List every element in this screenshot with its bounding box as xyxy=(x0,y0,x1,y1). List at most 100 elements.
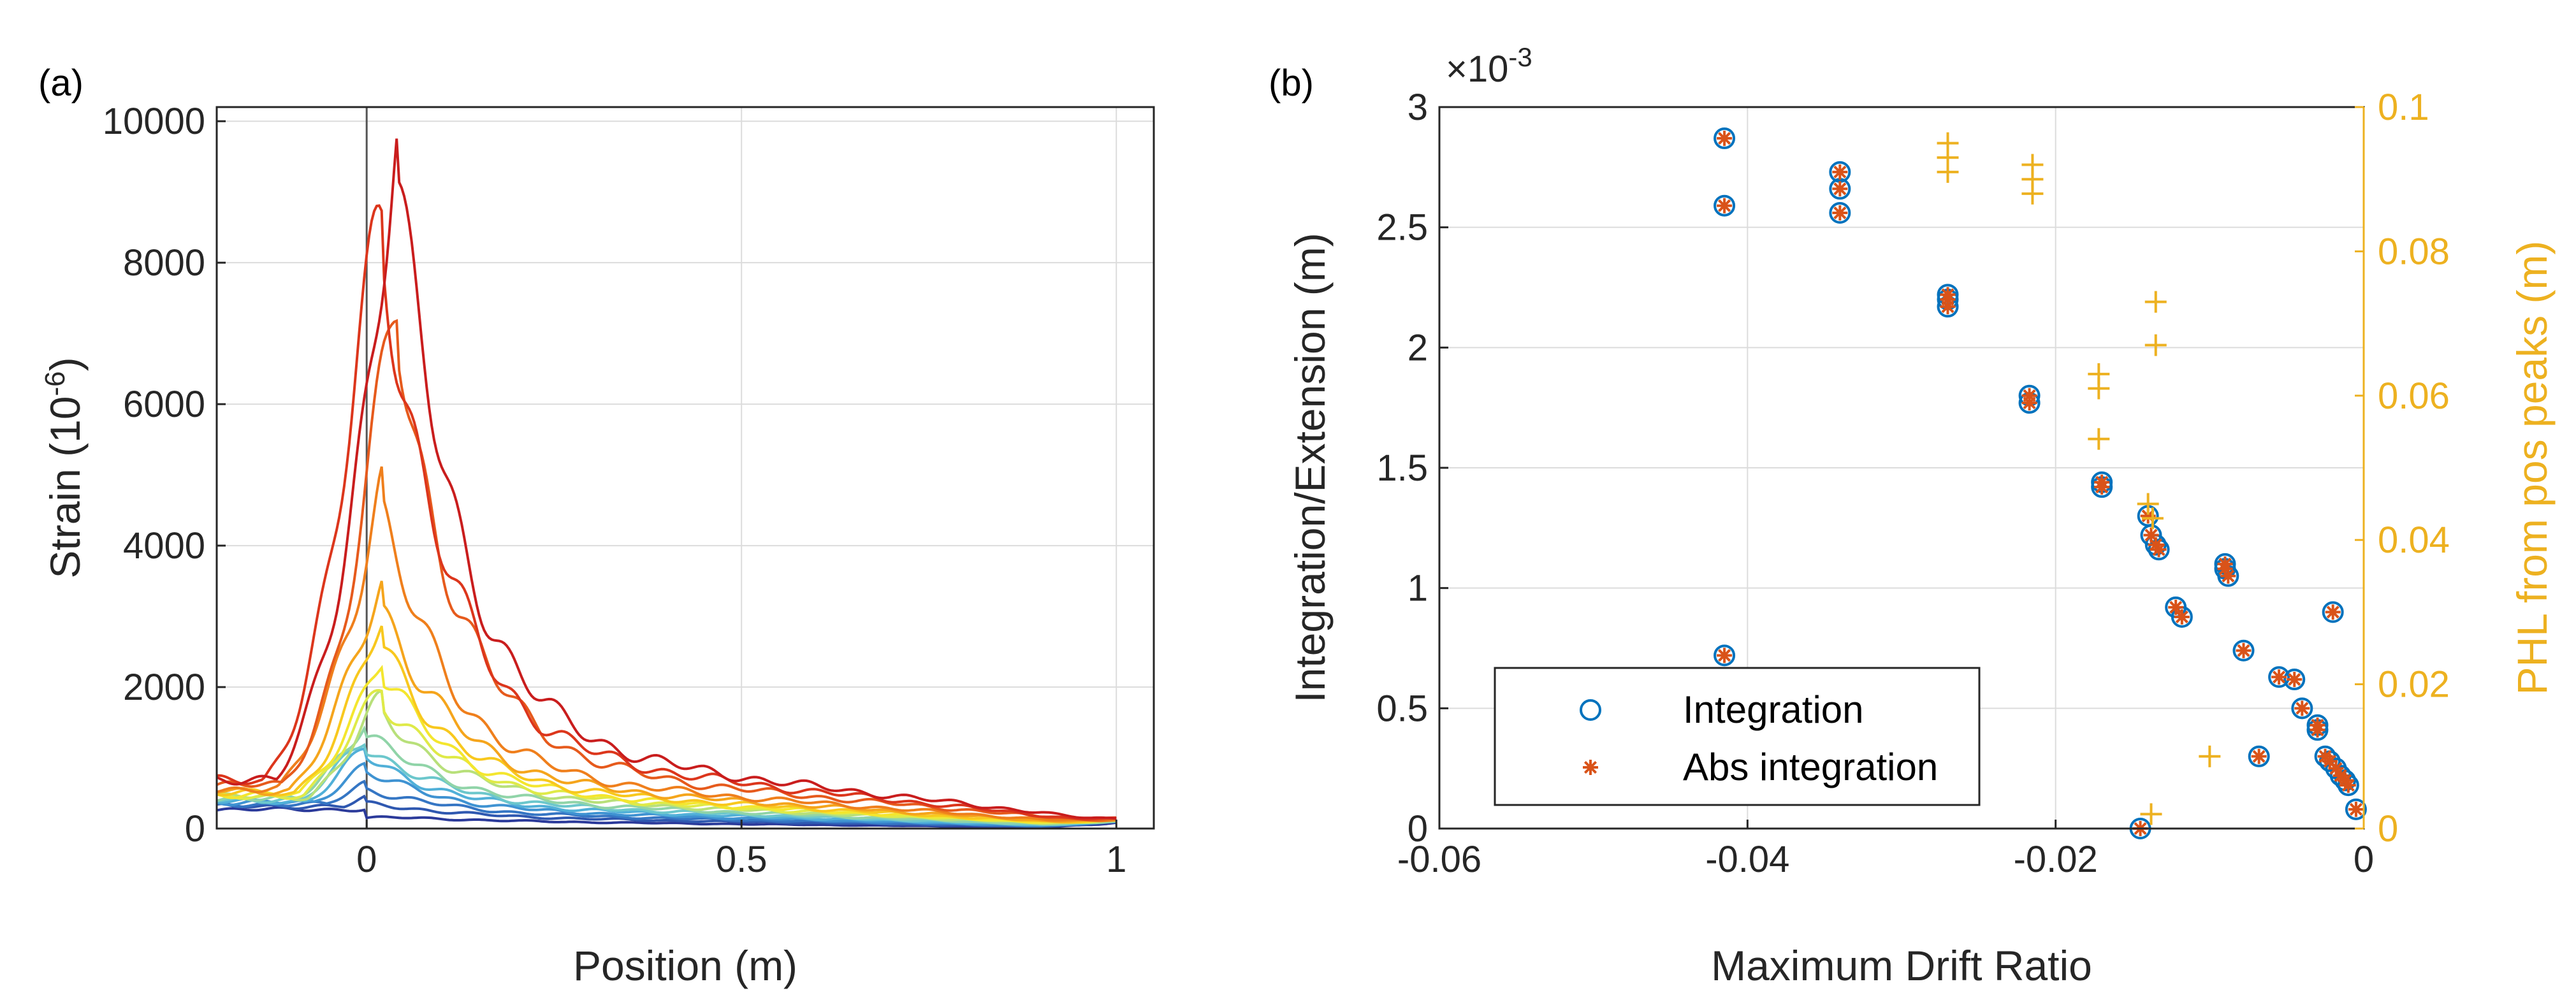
abs-integration-point xyxy=(1940,299,1956,315)
abs-integration-point xyxy=(2310,722,2325,738)
integration-point xyxy=(1829,202,1851,224)
panel-b-label: (b) xyxy=(1269,62,1314,104)
panel-b-points xyxy=(1714,127,2367,839)
panel-b-y-exponent: ×10-3 xyxy=(1446,42,1532,90)
integration-point xyxy=(2248,745,2270,767)
abs-integration-point xyxy=(1832,181,1848,197)
abs-integration-point xyxy=(1717,648,1733,663)
panel-b-x-tick-label: -0.02 xyxy=(2014,839,2098,880)
phl-point xyxy=(2137,493,2159,515)
panel-a-strain-curve xyxy=(216,625,1117,824)
abs-integration-point xyxy=(2287,672,2303,688)
panel-b-legend: Integration Abs integration xyxy=(1494,667,1981,806)
abs-integration-point xyxy=(2271,669,2287,685)
panel-a-x-tick-label: 1 xyxy=(1106,839,1126,880)
abs-integration-point xyxy=(1832,205,1848,221)
abs-integration-point xyxy=(2220,568,2236,584)
phl-point xyxy=(2021,182,2044,205)
integration-point xyxy=(2268,666,2290,688)
panel-a-strain-curve xyxy=(216,725,1117,826)
abs-integration-point xyxy=(2094,479,2110,495)
phl-point xyxy=(2144,291,2167,313)
panel-a-y-tick-label: 0 xyxy=(185,808,205,850)
abs-integration-point xyxy=(1832,164,1848,180)
panel-b-y2-tick-label: 0.1 xyxy=(2378,87,2429,128)
panel-a-y-label-exponent: -6 xyxy=(40,371,71,396)
panel-b-exponent-power: -3 xyxy=(1508,42,1532,72)
panel-a-y-axis-label: Strain (10-6) xyxy=(40,357,89,578)
panel-a-y-label-main: Strain (10 xyxy=(41,396,89,578)
panel-b-x-tick-label: -0.06 xyxy=(1397,839,1481,880)
integration-point xyxy=(1714,194,1736,217)
panel-a-label: (a) xyxy=(38,62,84,104)
legend-asterisk xyxy=(1583,760,1598,775)
integration-point xyxy=(1580,699,1601,721)
panel-a-series xyxy=(216,138,1117,829)
abs-integration-point xyxy=(2348,801,2364,817)
legend-box xyxy=(1494,667,1981,806)
integration-point xyxy=(2232,639,2255,662)
integration-point xyxy=(1714,127,1736,150)
panel-a-y-tick-label: 10000 xyxy=(103,101,205,142)
panel-a-strain-curve xyxy=(216,204,1117,821)
panel-b-x-tick-label: 0 xyxy=(2354,839,2374,880)
integration-point xyxy=(1714,644,1736,667)
abs-integration-point xyxy=(2340,778,2356,793)
panel-a-y-tick-label: 4000 xyxy=(123,525,205,567)
panel-a-x-axis-label: Position (m) xyxy=(573,942,797,989)
panel-a-ticks: 0 0.5 1 0 2000 4000 6000 8000 10000 xyxy=(103,101,1127,880)
integration-point xyxy=(2345,798,2367,820)
phl-point xyxy=(2199,745,2221,767)
panel-b-y2-tick-label: 0.06 xyxy=(2378,375,2450,417)
panel-b-y-tick-label: 2.5 xyxy=(1376,207,1428,249)
panel-a-y-label-close: ) xyxy=(41,357,89,371)
abs-integration-point xyxy=(2151,542,2167,558)
panel-b-y2-tick-label: 0 xyxy=(2378,808,2398,850)
panel-a-strain-curve xyxy=(216,319,1117,822)
integration-point xyxy=(2322,601,2344,623)
integration-point xyxy=(2283,669,2306,691)
abs-integration-point xyxy=(2021,395,2037,411)
panel-b-y-tick-label: 0 xyxy=(1408,808,1428,850)
panel-a-x-tick-label: 0.5 xyxy=(716,839,768,880)
abs-integration-point xyxy=(2294,700,2310,716)
abs-integration-point xyxy=(2325,604,2341,620)
legend-label-integration: Integration xyxy=(1683,688,1864,731)
abs-integration-point xyxy=(2251,748,2267,764)
panel-a-strain-curve xyxy=(216,581,1117,823)
panel-b-y-tick-label: 2 xyxy=(1408,327,1428,368)
strain-profile-chart: (a) 0 0.5 1 0 2000 4000 6000 8000 10000 Position… xyxy=(38,62,1155,989)
panel-b-right-y-axis-label: PHL from pos peaks (m) xyxy=(2508,241,2556,695)
abs-integration-point xyxy=(2174,609,2190,625)
legend-marker-abs-integration xyxy=(1583,760,1598,775)
panel-b-y-tick-label: 3 xyxy=(1408,87,1428,128)
panel-b-y-axis-label: Integration/Extension (m) xyxy=(1286,233,1334,702)
panel-a-x-tick-label: 0 xyxy=(356,839,377,880)
legend-label-abs-integration: Abs integration xyxy=(1683,746,1938,788)
panel-a-plot-frame xyxy=(215,106,1155,830)
panel-b-y2-tick-label: 0.02 xyxy=(2378,664,2450,706)
phl-point xyxy=(2144,334,2167,356)
panel-b-y-tick-label: 1.5 xyxy=(1376,447,1428,489)
phl-point xyxy=(2088,428,2110,450)
integration-point xyxy=(2291,697,2313,720)
phl-point xyxy=(2141,507,2164,530)
panel-b-ticks: -0.06 -0.04 -0.02 000.511.522.5300.020.040.… xyxy=(1376,87,2450,880)
panel-b-exponent-base: ×10 xyxy=(1446,48,1508,90)
abs-integration-point xyxy=(2236,642,2252,658)
drift-ratio-chart: (b) -0.06 -0.04 -0.02 000.511.522.5300.020.… xyxy=(1269,42,2556,989)
panel-b-x-tick-label: -0.04 xyxy=(1705,839,1789,880)
legend-marker-integration xyxy=(1580,699,1601,721)
panel-a-strain-curve xyxy=(216,743,1117,826)
phl-point xyxy=(2140,803,2162,825)
abs-integration-point xyxy=(1717,131,1733,147)
panel-a-y-tick-label: 8000 xyxy=(123,242,205,284)
panel-a-y-tick-label: 6000 xyxy=(123,384,205,425)
panel-a-y-tick-label: 2000 xyxy=(123,667,205,708)
panel-b-y-tick-label: 0.5 xyxy=(1376,688,1428,729)
panel-a-strain-curve xyxy=(216,138,1117,820)
phl-point xyxy=(2088,377,2110,400)
abs-integration-point xyxy=(1717,198,1733,214)
panel-b-y2-tick-label: 0.04 xyxy=(2378,519,2450,561)
